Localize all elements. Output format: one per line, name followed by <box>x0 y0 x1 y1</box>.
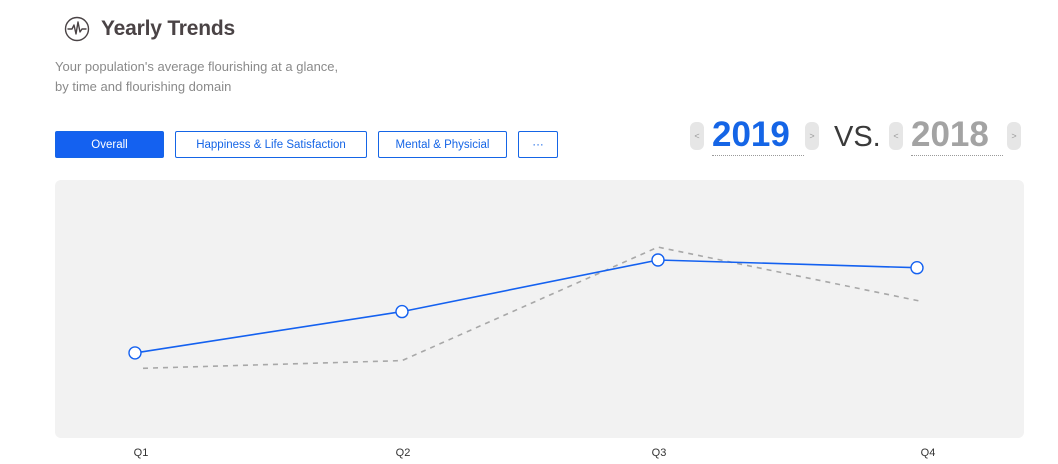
subtitle-line-2: by time and flourishing domain <box>55 79 232 94</box>
tab-happiness-life-satisfaction[interactable]: Happiness & Life Satisfaction <box>175 131 367 158</box>
page-title: Yearly Trends <box>101 17 235 40</box>
waveform-icon <box>64 16 90 42</box>
x-tick-label: Q3 <box>652 447 667 459</box>
secondary-year-prev-button[interactable]: < <box>889 122 903 150</box>
vs-label: VS. <box>834 121 881 153</box>
data-point-2019-q3[interactable] <box>651 253 665 267</box>
x-tick-label: Q1 <box>134 447 149 459</box>
data-point-2019-q2[interactable] <box>395 304 409 319</box>
page-subtitle: Your population's average flourishing at… <box>55 57 395 97</box>
tab-mental-physical[interactable]: Mental & Physicial <box>378 131 507 158</box>
x-tick-label: Q2 <box>396 447 411 459</box>
domain-tabs: Overall Happiness & Life Satisfaction Me… <box>55 131 569 158</box>
series-line-2019 <box>134 259 918 354</box>
series-line-2018 <box>142 246 922 370</box>
secondary-year-selector[interactable]: 2018 <box>911 116 1003 156</box>
data-point-2019-q4[interactable] <box>910 261 924 275</box>
chart-panel <box>55 180 1024 438</box>
more-tabs-button[interactable]: ··· <box>518 131 558 158</box>
header: Yearly Trends <box>64 16 235 42</box>
primary-year-next-button[interactable]: > <box>805 122 819 150</box>
secondary-year-next-button[interactable]: > <box>1007 122 1021 150</box>
primary-year-prev-button[interactable]: < <box>690 122 704 150</box>
data-point-2019-q1[interactable] <box>128 346 142 360</box>
subtitle-line-1: Your population's average flourishing at… <box>55 59 339 74</box>
x-tick-label: Q4 <box>921 447 936 459</box>
primary-year-selector[interactable]: 2019 <box>712 116 804 156</box>
year-comparison: < 2019 > VS. < 2018 > <box>0 116 1058 160</box>
tab-overall[interactable]: Overall <box>55 131 164 158</box>
